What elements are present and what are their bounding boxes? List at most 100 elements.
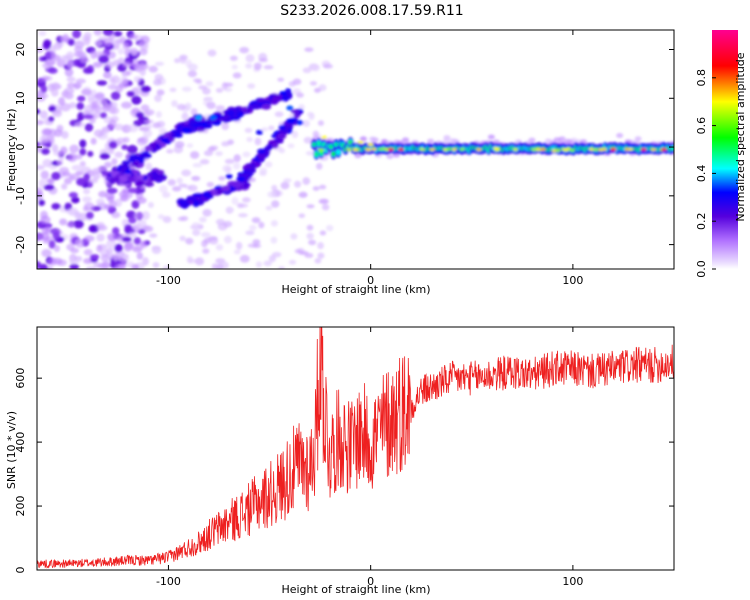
heatmap-cell	[90, 50, 98, 60]
heatmap-cell	[476, 148, 482, 152]
heatmap-cell	[77, 51, 87, 59]
snr-x-tick-label: 100	[562, 575, 583, 588]
heatmap-cell	[121, 236, 132, 243]
heatmap-cell	[194, 257, 205, 266]
heatmap-cell	[43, 128, 53, 136]
heatmap-cell	[202, 208, 212, 217]
heatmap-cell	[108, 119, 117, 129]
heatmap-cell	[159, 142, 167, 148]
heatmap-cell	[174, 141, 185, 148]
heatmap-cell	[319, 198, 330, 205]
heatmap-cell	[222, 164, 232, 172]
heatmap-cell	[141, 210, 150, 220]
heatmap-cell	[90, 137, 97, 145]
heatmap-cell	[192, 162, 203, 168]
heatmap-cell	[328, 144, 334, 149]
heatmap-cell	[86, 266, 96, 269]
heatmap-cell	[122, 78, 129, 84]
heatmap-cell	[121, 71, 131, 77]
heatmap-cell	[104, 204, 111, 210]
heatmap-cell	[93, 261, 102, 268]
heatmap-cell	[215, 151, 223, 157]
heatmap-cell	[238, 213, 248, 218]
heatmap-cell	[306, 232, 314, 240]
spectrogram-heatmap	[37, 30, 674, 269]
heatmap-cell	[290, 109, 300, 114]
heatmap-cell	[139, 240, 148, 247]
heatmap-cell	[311, 142, 317, 147]
heatmap-cell	[378, 147, 384, 151]
heatmap-cell	[37, 47, 44, 54]
figure-title: S233.2026.008.17.59.R11	[280, 3, 463, 19]
heatmap-cell	[192, 200, 200, 208]
heatmap-cell	[142, 225, 150, 231]
heatmap-cell	[43, 39, 52, 49]
heatmap-cell	[244, 168, 252, 173]
heatmap-cell	[37, 108, 41, 115]
heatmap-cell	[102, 71, 112, 79]
heatmap-cell	[133, 237, 141, 245]
heatmap-cell	[191, 222, 201, 230]
heatmap-cell	[270, 220, 279, 227]
heatmap-cell	[83, 258, 93, 265]
heatmap-cell	[216, 188, 223, 195]
heatmap-cell	[155, 111, 163, 118]
spectrogram-x-ticks: -100 0 100	[156, 30, 583, 287]
heatmap-cell	[123, 243, 133, 252]
heatmap-cell	[142, 257, 149, 266]
heatmap-cell	[47, 257, 57, 266]
heatmap-cell	[201, 239, 208, 248]
heatmap-cell	[83, 202, 95, 211]
snr-y-tick-label: 0	[14, 567, 27, 574]
heatmap-cell	[154, 61, 165, 66]
heatmap-cell	[144, 119, 154, 124]
heatmap-cell	[233, 154, 241, 163]
heatmap-cell	[103, 103, 111, 112]
heatmap-cell	[179, 235, 186, 242]
heatmap-cell	[225, 173, 233, 179]
heatmap-cell	[321, 204, 330, 211]
heatmap-cell	[83, 188, 91, 195]
heatmap-cell	[137, 219, 147, 228]
heatmap-cell	[317, 252, 325, 259]
heatmap-cell	[223, 220, 233, 228]
heatmap-cell	[94, 39, 103, 47]
heatmap-cell	[61, 183, 68, 190]
heatmap-cell	[302, 119, 311, 128]
heatmap-cell	[121, 160, 131, 166]
snr-y-ticks: 0 200 400 600	[14, 368, 674, 574]
heatmap-cell	[187, 184, 198, 192]
heatmap-cell	[159, 174, 167, 181]
heatmap-cell	[236, 176, 246, 182]
heatmap-cell	[148, 65, 158, 73]
heatmap-cell	[272, 251, 282, 258]
heatmap-cell	[258, 221, 265, 229]
heatmap-cell	[245, 63, 253, 69]
heatmap-cell	[354, 153, 362, 159]
snr-y-tick-label: 400	[14, 432, 27, 453]
heatmap-cell	[144, 181, 155, 187]
heatmap-cell	[185, 59, 192, 68]
heatmap-cell	[61, 130, 69, 139]
heatmap-cell	[112, 59, 121, 67]
heatmap-cell	[156, 89, 165, 96]
heatmap-cell	[278, 266, 285, 269]
heatmap-cell	[200, 232, 211, 238]
heatmap-cell	[114, 243, 123, 253]
heatmap-cell	[176, 103, 187, 111]
heatmap-cell	[107, 84, 118, 90]
heatmap-cell	[198, 216, 207, 223]
heatmap-cell	[308, 239, 317, 246]
heatmap-cell	[487, 134, 495, 140]
heatmap-cell	[419, 147, 425, 151]
heatmap-cell	[69, 173, 80, 181]
heatmap-cell	[112, 227, 120, 235]
heatmap-cell	[103, 126, 110, 134]
heatmap-cell	[80, 88, 92, 96]
spectrogram-y-ticks: -20 -10 0 10 20	[14, 43, 674, 254]
heatmap-cell	[205, 81, 214, 87]
heatmap-cell	[127, 124, 139, 133]
heatmap-cell	[40, 148, 50, 155]
heatmap-cell	[51, 53, 58, 62]
heatmap-cell	[593, 148, 599, 151]
